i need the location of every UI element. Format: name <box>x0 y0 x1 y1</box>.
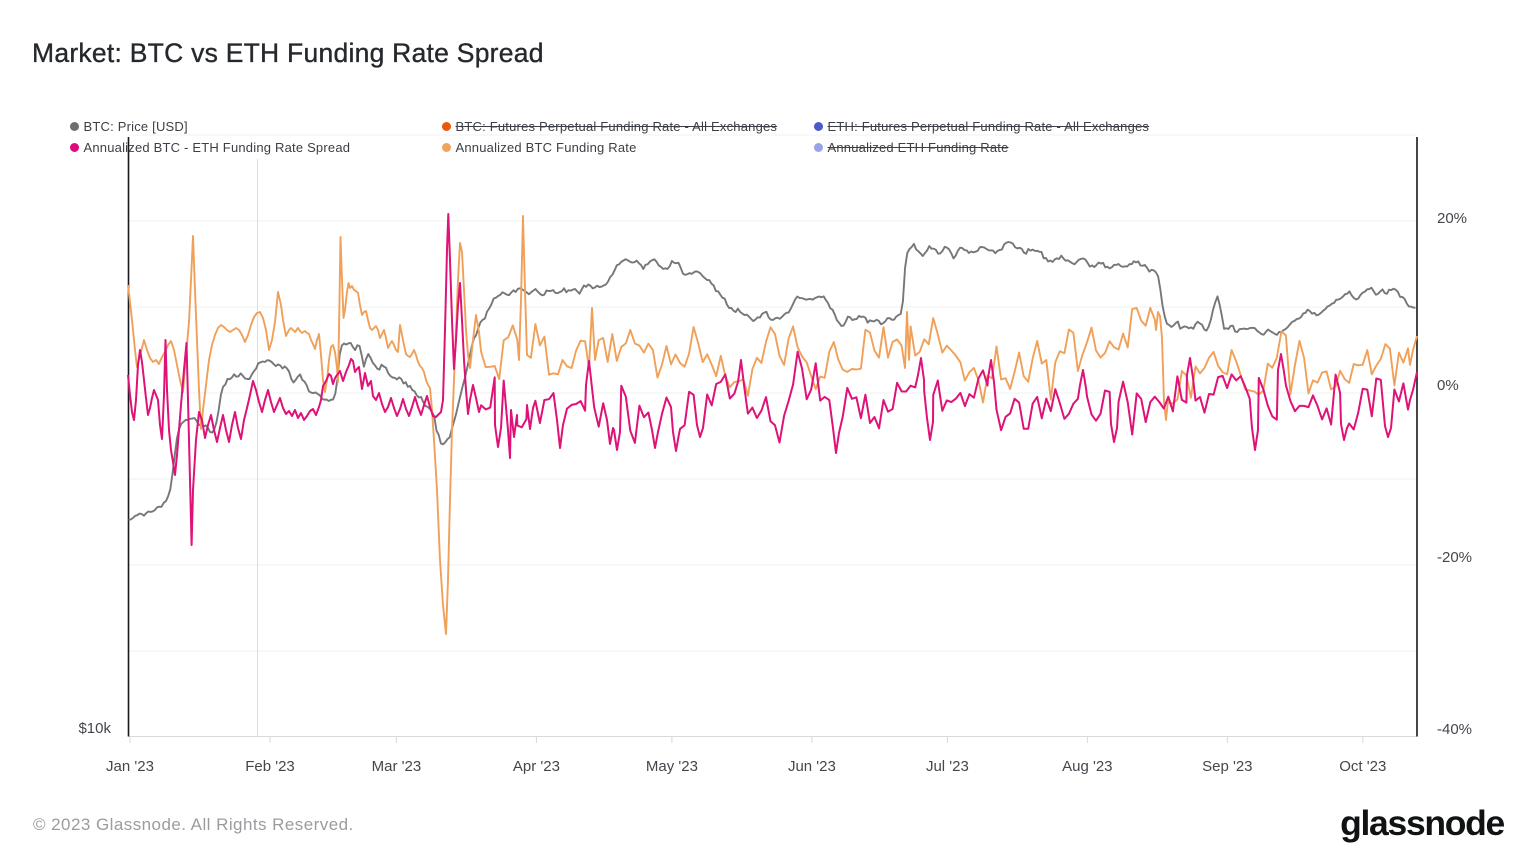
svg-text:0%: 0% <box>1437 377 1459 394</box>
svg-text:20%: 20% <box>1437 210 1467 227</box>
svg-text:$10k: $10k <box>78 720 111 737</box>
svg-text:Jan '23: Jan '23 <box>106 758 154 775</box>
svg-text:Jul '23: Jul '23 <box>926 758 969 775</box>
svg-text:Mar '23: Mar '23 <box>372 758 422 775</box>
svg-text:Jun '23: Jun '23 <box>788 758 836 775</box>
svg-text:Apr '23: Apr '23 <box>513 758 560 775</box>
svg-text:Oct '23: Oct '23 <box>1339 758 1386 775</box>
svg-text:-40%: -40% <box>1437 721 1472 738</box>
svg-text:May '23: May '23 <box>646 758 698 775</box>
svg-text:Sep '23: Sep '23 <box>1202 758 1252 775</box>
svg-text:-20%: -20% <box>1437 549 1472 566</box>
svg-text:Feb '23: Feb '23 <box>245 758 295 775</box>
svg-text:Aug '23: Aug '23 <box>1062 758 1112 775</box>
